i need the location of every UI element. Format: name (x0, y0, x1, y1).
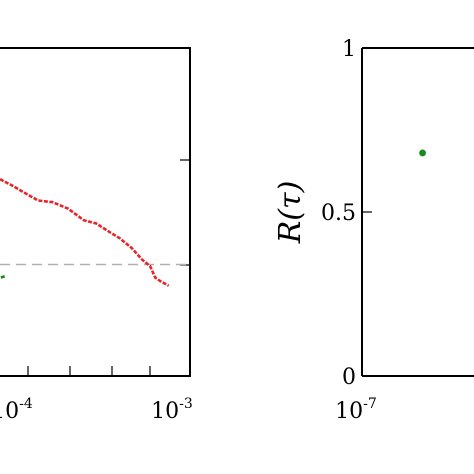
left-x-tick-label: 10-3 (151, 396, 193, 424)
right-x-tick-labels: 10-7 (335, 396, 377, 424)
left-series-group (0, 178, 170, 287)
right-panel: 00.51 R(τ) 10-7 (273, 37, 474, 424)
right-y-tick-label: 1 (342, 37, 356, 62)
right-y-tick-label: 0 (342, 365, 356, 390)
left-series-line-1 (0, 274, 6, 279)
right-y-ticks: 00.51 (321, 37, 372, 390)
right-y-axis-label: R(τ) (273, 181, 308, 245)
left-series-line-0 (0, 178, 170, 287)
left-x-tick-labels: 10-4 10-3 (0, 396, 193, 424)
right-data-point (419, 149, 426, 157)
left-x-tick-label: 10-4 (0, 396, 33, 424)
left-plot-frame (0, 47, 191, 377)
left-panel: 10-4 10-3 (0, 47, 193, 424)
right-series-group (419, 149, 426, 157)
right-y-tick-label: 0.5 (321, 201, 356, 226)
right-x-tick-label: 10-7 (335, 396, 377, 424)
